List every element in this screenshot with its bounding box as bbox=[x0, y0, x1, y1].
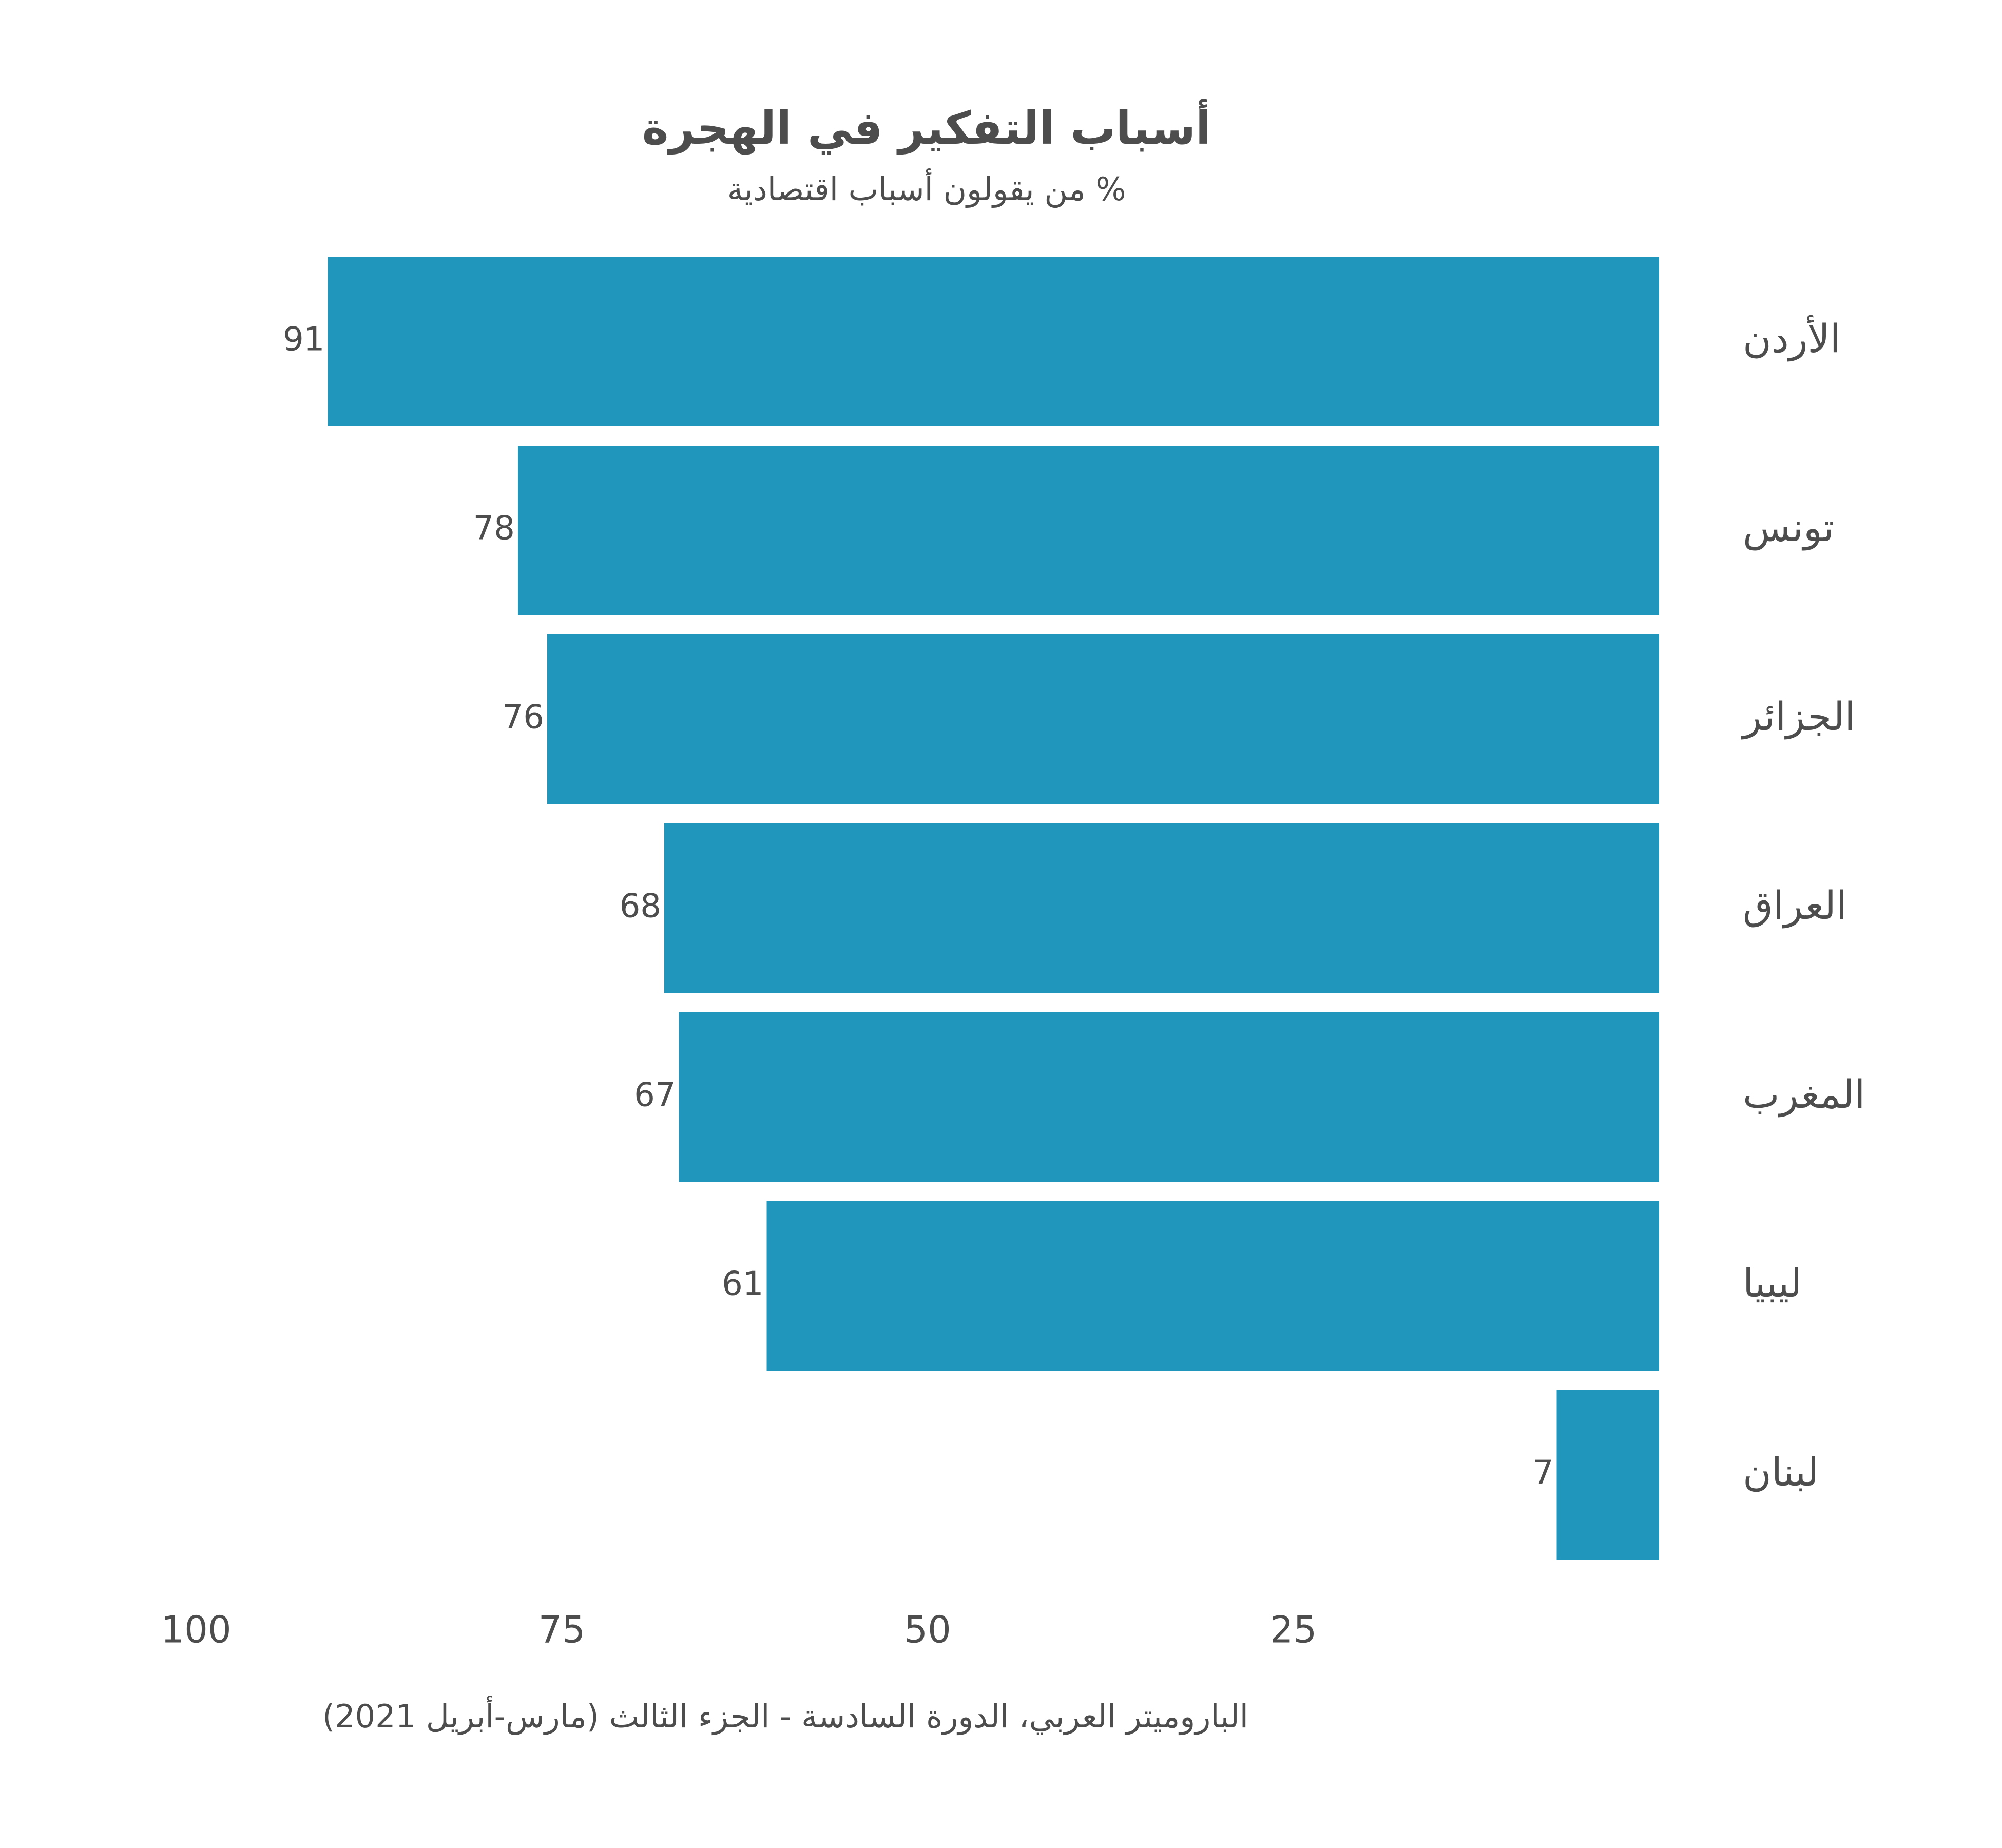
chart-title: أسباب التفكير في الهجرة bbox=[642, 99, 1211, 155]
x-tick-label: 50 bbox=[904, 1608, 951, 1651]
x-axis-ticks: 100 75 50 25 bbox=[161, 1608, 1317, 1651]
bar bbox=[766, 1201, 1659, 1371]
value-label: 91 bbox=[283, 321, 324, 359]
x-tick-label: 75 bbox=[538, 1608, 586, 1651]
bar bbox=[679, 1012, 1659, 1182]
chart-caption: الباروميتر العربي، الدورة السادسة - الجز… bbox=[322, 1696, 1248, 1735]
value-label: 61 bbox=[722, 1265, 763, 1303]
value-label: 76 bbox=[503, 699, 544, 737]
chart-subtitle: % من يقولون أسباب اقتصادية bbox=[727, 168, 1126, 208]
category-label: المغرب bbox=[1743, 1071, 1865, 1118]
value-label: 7 bbox=[1533, 1454, 1554, 1492]
value-label: 78 bbox=[473, 510, 515, 548]
value-label: 67 bbox=[634, 1076, 676, 1114]
bar bbox=[664, 823, 1659, 993]
category-label: ليبيا bbox=[1743, 1260, 1802, 1306]
bar bbox=[328, 257, 1659, 426]
bar bbox=[1556, 1390, 1659, 1560]
category-labels-group: الأردن تونس الجزائر العراق المغرب ليبيا لبنان bbox=[1741, 315, 1865, 1495]
category-label: تونس bbox=[1743, 505, 1834, 551]
bars-group bbox=[328, 257, 1659, 1560]
category-label: الأردن bbox=[1743, 315, 1841, 362]
value-labels-group: 91 78 76 68 67 61 7 bbox=[283, 321, 1553, 1492]
x-tick-label: 100 bbox=[161, 1608, 231, 1651]
category-label: العراق bbox=[1743, 882, 1847, 929]
value-label: 68 bbox=[620, 888, 661, 926]
bar bbox=[547, 634, 1659, 804]
category-label: الجزائر bbox=[1741, 694, 1855, 740]
category-label: لبنان bbox=[1743, 1449, 1819, 1495]
x-tick-label: 25 bbox=[1270, 1608, 1317, 1651]
bar bbox=[518, 446, 1659, 615]
